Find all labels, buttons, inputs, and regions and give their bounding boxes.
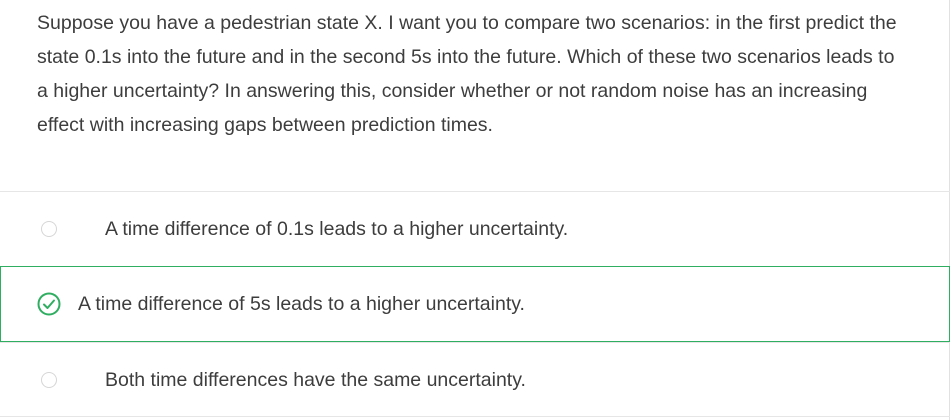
answer-option-3[interactable]: Both time differences have the same unce… <box>0 342 950 417</box>
answer-option-label: Both time differences have the same unce… <box>105 369 526 391</box>
answer-option-label: A time difference of 5s leads to a highe… <box>78 293 525 315</box>
radio-empty-icon[interactable] <box>41 221 57 237</box>
radio-empty-icon[interactable] <box>41 372 57 388</box>
answer-option-2[interactable]: A time difference of 5s leads to a highe… <box>0 266 950 342</box>
check-circle-icon[interactable] <box>37 292 61 316</box>
answer-options: A time difference of 0.1s leads to a hig… <box>0 191 950 417</box>
answer-option-label: A time difference of 0.1s leads to a hig… <box>105 218 569 240</box>
answer-option-1[interactable]: A time difference of 0.1s leads to a hig… <box>0 191 950 266</box>
question-text: Suppose you have a pedestrian state X. I… <box>37 12 897 136</box>
